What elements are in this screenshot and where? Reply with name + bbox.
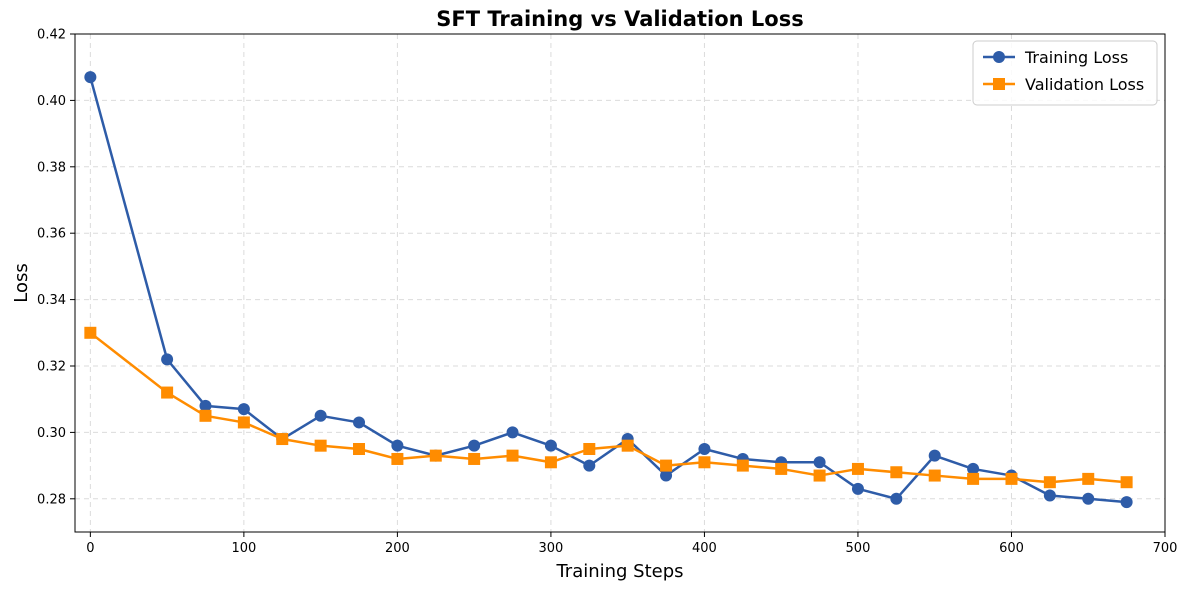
training-loss-point bbox=[583, 459, 596, 472]
y-tick-label: 0.28 bbox=[37, 492, 66, 507]
validation-loss-point bbox=[353, 443, 366, 455]
training-loss-point bbox=[1043, 489, 1056, 502]
validation-loss-point bbox=[928, 469, 941, 482]
training-loss-point bbox=[660, 469, 673, 482]
validation-loss-point bbox=[890, 466, 903, 479]
validation-loss-point bbox=[429, 449, 442, 462]
validation-loss-point bbox=[851, 462, 864, 475]
legend-marker bbox=[993, 78, 1005, 90]
validation-loss-point bbox=[314, 439, 327, 452]
training-loss-point bbox=[161, 353, 174, 366]
validation-loss-point bbox=[468, 452, 481, 465]
training-loss-point bbox=[851, 482, 864, 495]
validation-loss-point bbox=[506, 449, 519, 462]
y-tick-label: 0.40 bbox=[37, 94, 66, 109]
training-loss-point bbox=[1082, 492, 1095, 505]
y-axis-label: Loss bbox=[11, 263, 32, 302]
legend-label: Training Loss bbox=[1024, 48, 1128, 67]
validation-loss-point bbox=[736, 459, 749, 472]
legend-item-training-loss: Training Loss bbox=[983, 48, 1128, 67]
validation-loss-point bbox=[1043, 476, 1056, 489]
validation-loss-point bbox=[621, 439, 634, 452]
training-loss-point bbox=[199, 399, 212, 412]
training-loss-point bbox=[468, 439, 481, 452]
validation-loss-point bbox=[544, 456, 557, 469]
x-tick-label: 200 bbox=[385, 541, 410, 556]
x-tick-label: 100 bbox=[231, 541, 256, 556]
legend-item-validation-loss: Validation Loss bbox=[983, 75, 1144, 94]
training-loss-point bbox=[698, 443, 711, 455]
legend-marker bbox=[993, 51, 1005, 63]
validation-loss-point bbox=[583, 443, 596, 455]
validation-loss-point bbox=[698, 456, 711, 469]
training-loss-point bbox=[928, 449, 941, 462]
y-tick-label: 0.36 bbox=[37, 227, 66, 242]
validation-loss-point bbox=[391, 452, 404, 465]
validation-loss-point bbox=[967, 472, 980, 485]
validation-loss-point bbox=[276, 433, 289, 446]
x-tick-label: 600 bbox=[999, 541, 1024, 556]
validation-loss-point bbox=[84, 326, 97, 339]
y-tick-label: 0.32 bbox=[37, 360, 66, 375]
training-loss-point bbox=[813, 456, 826, 469]
validation-loss-point bbox=[1082, 472, 1095, 485]
legend-label: Validation Loss bbox=[1025, 75, 1144, 94]
validation-loss-point bbox=[775, 462, 788, 475]
ticks: 0 100 200 300 400 500 600 700 0.28 0.30 0.32 0.34 0.… bbox=[37, 28, 1177, 557]
x-tick-label: 400 bbox=[692, 541, 717, 556]
training-loss-point bbox=[237, 403, 250, 416]
validation-loss-point bbox=[199, 409, 212, 422]
training-loss-point bbox=[1120, 496, 1133, 509]
x-tick-label: 0 bbox=[86, 541, 94, 556]
validation-loss-point bbox=[237, 416, 250, 429]
training-loss-point bbox=[544, 439, 557, 452]
x-tick-label: 500 bbox=[846, 541, 871, 556]
validation-loss-point bbox=[1120, 476, 1133, 489]
training-loss-point bbox=[391, 439, 404, 452]
x-axis-label: Training Steps bbox=[555, 561, 683, 582]
training-loss-point bbox=[353, 416, 366, 429]
validation-loss-point bbox=[660, 459, 673, 472]
y-tick-label: 0.30 bbox=[37, 426, 66, 441]
training-loss-point bbox=[84, 71, 97, 84]
y-tick-label: 0.34 bbox=[37, 293, 66, 308]
series-layer bbox=[84, 71, 1133, 509]
legend: Training Loss Validation Loss bbox=[972, 40, 1158, 106]
training-loss-point bbox=[967, 462, 980, 475]
plot-frame bbox=[74, 33, 1166, 533]
training-loss-point bbox=[314, 409, 327, 422]
training-loss-point bbox=[506, 426, 519, 439]
validation-loss-point bbox=[1005, 472, 1018, 485]
validation-loss-series bbox=[84, 326, 1133, 489]
validation-loss-point bbox=[813, 469, 826, 482]
y-tick-label: 0.42 bbox=[37, 28, 66, 43]
legend-box bbox=[972, 40, 1158, 106]
chart-title: SFT Training vs Validation Loss bbox=[436, 7, 803, 31]
training-loss-point bbox=[890, 492, 903, 505]
x-tick-label: 700 bbox=[1153, 541, 1178, 556]
x-tick-label: 300 bbox=[539, 541, 564, 556]
y-tick-label: 0.38 bbox=[37, 160, 66, 175]
validation-loss-point bbox=[161, 386, 174, 399]
